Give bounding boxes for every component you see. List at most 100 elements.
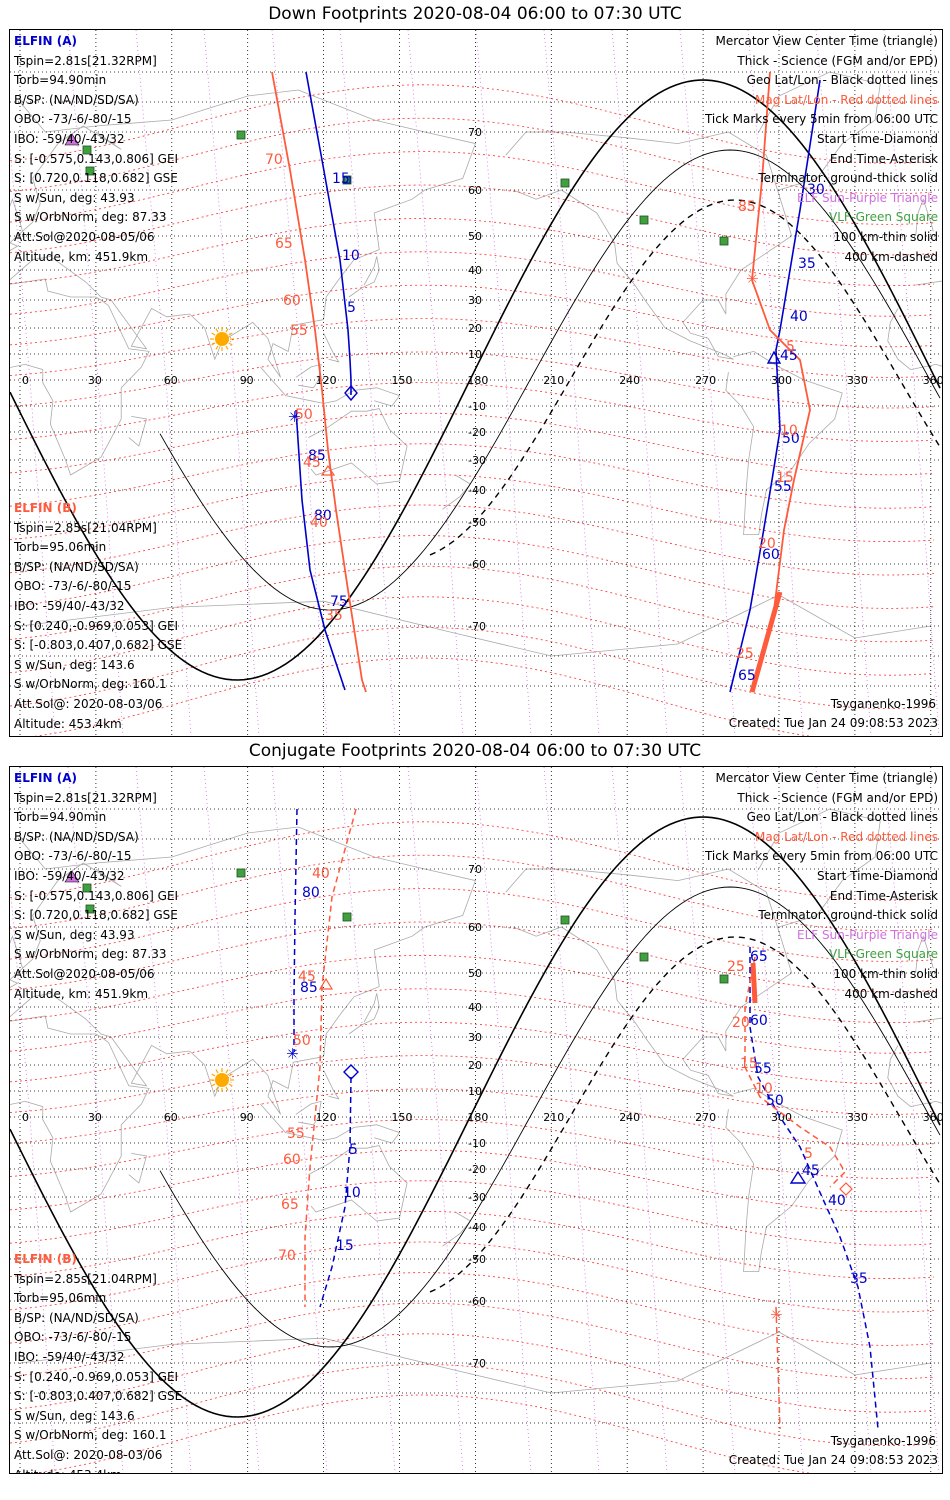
coastline (10, 197, 23, 232)
elfin-b-header: ELFIN (B) (14, 1252, 77, 1266)
elfin-b-tick-label: 70 (265, 152, 283, 168)
coastline (915, 197, 934, 237)
sun-ray (228, 332, 233, 336)
elfin-b-tick-label: 25 (727, 959, 745, 975)
elfin-b-line: B/SP: (NA/ND/SD/SA) (14, 1310, 139, 1325)
elfin-a-line: S: [0.720,0.118,0.682] GSE (14, 171, 178, 186)
lon-tick-label: 330 (847, 1111, 868, 1124)
lat-tick-label: 50 (468, 230, 482, 243)
mag-parallel (10, 284, 935, 348)
end-asterisk: ✳ (770, 1306, 783, 1324)
elfin-a-line: Torb=94.90min (14, 73, 107, 88)
sun-ray (225, 1086, 229, 1091)
elfin-b-science-segment (750, 962, 758, 1004)
elfin-b-info: ELFIN (B) Tspin=2.85s[21.04RPM] Torb=95.… (14, 1250, 183, 1473)
elfin-a-header: ELFIN (A) (14, 34, 77, 48)
vlf-station-marker (85, 166, 95, 176)
center-triangle (320, 464, 336, 476)
legend-item: 100 km-thin solid (833, 966, 938, 981)
lon-tick-label: 0 (22, 374, 29, 387)
lat-tick-label: 30 (468, 294, 482, 307)
mag-parallel (10, 474, 935, 542)
vlf-station-marker (719, 974, 729, 984)
elfin-b-tick-label: 50 (295, 407, 313, 423)
legend-item: VLF-Green Square (829, 947, 938, 962)
coastline (915, 934, 934, 974)
lon-tick-label: 60 (164, 1111, 178, 1124)
elfin-a-line: S w/Sun, deg: 43.93 (14, 190, 135, 205)
elfin-b-line: OBO: -73/-6/-80/-15 (14, 579, 132, 594)
elfin-a-tick-label: 10 (343, 1185, 361, 1201)
elfin-b-line: S w/OrbNorm, deg: 160.1 (14, 677, 167, 692)
lat-tick-label: -50 (468, 516, 486, 529)
elfin-b-line: Altitude: 453.4km (14, 716, 122, 731)
elfin-a-line: Altitude, km: 451.9km (14, 249, 149, 264)
elfin-b-line: S: [-0.803,0.407,0.682] GSE (14, 1389, 183, 1404)
lon-tick-label: 90 (240, 1111, 254, 1124)
lat-tick-label: 40 (468, 264, 482, 277)
legend-item: End Time-Asterisk (829, 151, 938, 166)
legend-item: Start Time-Diamond (816, 131, 938, 146)
lat-tick-label: 20 (468, 1059, 482, 1072)
elfin-b-track (775, 1306, 781, 1430)
coastline (348, 993, 380, 1035)
elfin-a-line: S w/OrbNorm, deg: 87.33 (14, 210, 167, 225)
lon-tick-label: 210 (543, 1111, 564, 1124)
lon-tick-label: 30 (88, 374, 102, 387)
elfin-a-tick-label: 40 (790, 309, 808, 325)
elfin-a-tick-label: 80 (314, 508, 332, 524)
terminator-ground (10, 816, 941, 1418)
mag-parallel (10, 504, 935, 576)
lat-tick-label: -70 (468, 1357, 486, 1370)
elfin-b-track (271, 71, 367, 693)
elfin-a-tick-label: 75 (330, 594, 348, 610)
elfin-a-line: S: [-0.575,0.143,0.806] GEI (14, 151, 179, 166)
lat-tick-label: -70 (468, 620, 486, 633)
lon-tick-label: 210 (543, 374, 564, 387)
elfin-b-tick-label: 50 (293, 1033, 311, 1049)
sun-ray (225, 345, 229, 350)
conjugate-footprints-map: 0 30 60 90 120 150 180 210 240 270 300 330 360 70 60 50… (9, 766, 943, 1474)
mag-parallel (10, 888, 935, 962)
elfin-b-tick-label: 25 (736, 646, 754, 662)
mag-parallel (10, 1088, 935, 1146)
lat-tick-label: -40 (468, 1221, 486, 1234)
elfin-b-tick-label: 65 (275, 236, 293, 252)
lat-tick-label: -30 (468, 1191, 486, 1204)
lon-tick-label: 150 (392, 1111, 413, 1124)
legend-item: Mag Lat/Lon - Red dotted lines (754, 92, 938, 107)
legend-item: Thick - Science (FGM and/or EPD) (737, 53, 938, 68)
elfin-b-tick-label: 45 (298, 969, 316, 985)
coastline (128, 416, 148, 447)
coastline (758, 808, 881, 928)
elfin-a-line: Att.Sol@2020-08-05/06 (14, 229, 155, 244)
mag-parallel (10, 117, 935, 195)
lat-tick-label: 10 (468, 348, 482, 361)
lat-tick-label: -10 (468, 400, 486, 413)
coastline (725, 1087, 843, 1273)
sun-ray (215, 345, 219, 350)
legend-item: Thick - Science (FGM and/or EPD) (737, 790, 938, 805)
elfin-b-line: S w/OrbNorm, deg: 160.1 (14, 1428, 167, 1443)
legend-item: Geo Lat/Lon - Black dotted lines (746, 73, 938, 88)
elfin-b-tick-label: 5 (804, 1146, 813, 1162)
elfin-a-tick-label: 65 (750, 949, 768, 965)
mag-parallel (10, 351, 935, 409)
lon-tick-label: 180 (467, 1111, 488, 1124)
elfin-a-track (319, 1076, 352, 1308)
elfin-b-tick-label: 15 (740, 1056, 758, 1072)
elfin-a-tick-label: 45 (780, 348, 798, 364)
elfin-a-track (305, 71, 352, 395)
mag-parallel (10, 596, 935, 676)
sun-icon (215, 1073, 229, 1087)
terminator-400km (429, 199, 941, 556)
lon-tick-label: 120 (316, 374, 337, 387)
mag-parallel (10, 1272, 935, 1346)
vlf-station-marker (639, 215, 649, 225)
elfin-a-line: Att.Sol@2020-08-05/06 (14, 966, 155, 981)
coastline (10, 278, 150, 476)
vlf-station-marker (719, 236, 729, 246)
elfin-a-tick-label: 50 (782, 431, 800, 447)
lat-tick-label: 70 (468, 863, 482, 876)
legend-item: 400 km-dashed (844, 249, 938, 264)
